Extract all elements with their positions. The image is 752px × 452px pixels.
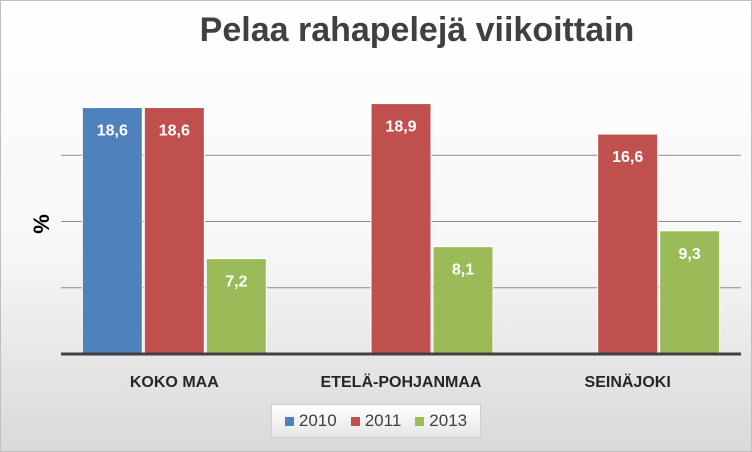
legend-item-2013: 2013	[415, 411, 467, 431]
legend-item-2011: 2011	[350, 411, 402, 431]
bar-2013-1	[432, 246, 494, 355]
legend-item-2010: 2010	[284, 411, 337, 431]
plot-area: 18,6 18,6 7,2 KOKO MAA 18,9 8,1 ETELÄ-POHJANMA…	[61, 103, 741, 391]
data-label-2011-2: 16,6	[612, 149, 643, 166]
bar-2010-0	[81, 107, 143, 355]
data-label-2010-0: 18,6	[97, 123, 128, 140]
bar-2011-1	[370, 103, 432, 355]
data-label-2011-1: 18,9	[385, 119, 416, 136]
category-label-1: ETELÄ-POHJANMAA	[321, 373, 482, 391]
bar-2013-2	[659, 230, 721, 355]
category-label-2: SEINÄJOKI	[585, 373, 671, 391]
legend-label-2011: 2011	[364, 411, 402, 430]
bar-2011-2	[597, 133, 659, 355]
data-label-2013-2: 9,3	[679, 246, 701, 263]
chart-title: Pelaa rahapelejä viikoittain	[199, 11, 635, 49]
legend: 2010 2011 2013	[271, 404, 481, 438]
legend-swatch-2011	[350, 416, 360, 426]
data-label-2013-1: 8,1	[452, 262, 474, 279]
bar-2011-0	[143, 107, 205, 355]
data-label-2011-0: 18,6	[159, 123, 190, 140]
legend-swatch-2013	[415, 416, 425, 426]
data-label-2013-0: 7,2	[225, 274, 247, 291]
category-label-0: KOKO MAA	[130, 374, 219, 391]
legend-label-2010: 2010	[298, 411, 337, 430]
legend-label-2013: 2013	[429, 411, 468, 430]
legend-swatch-2010	[284, 416, 294, 426]
